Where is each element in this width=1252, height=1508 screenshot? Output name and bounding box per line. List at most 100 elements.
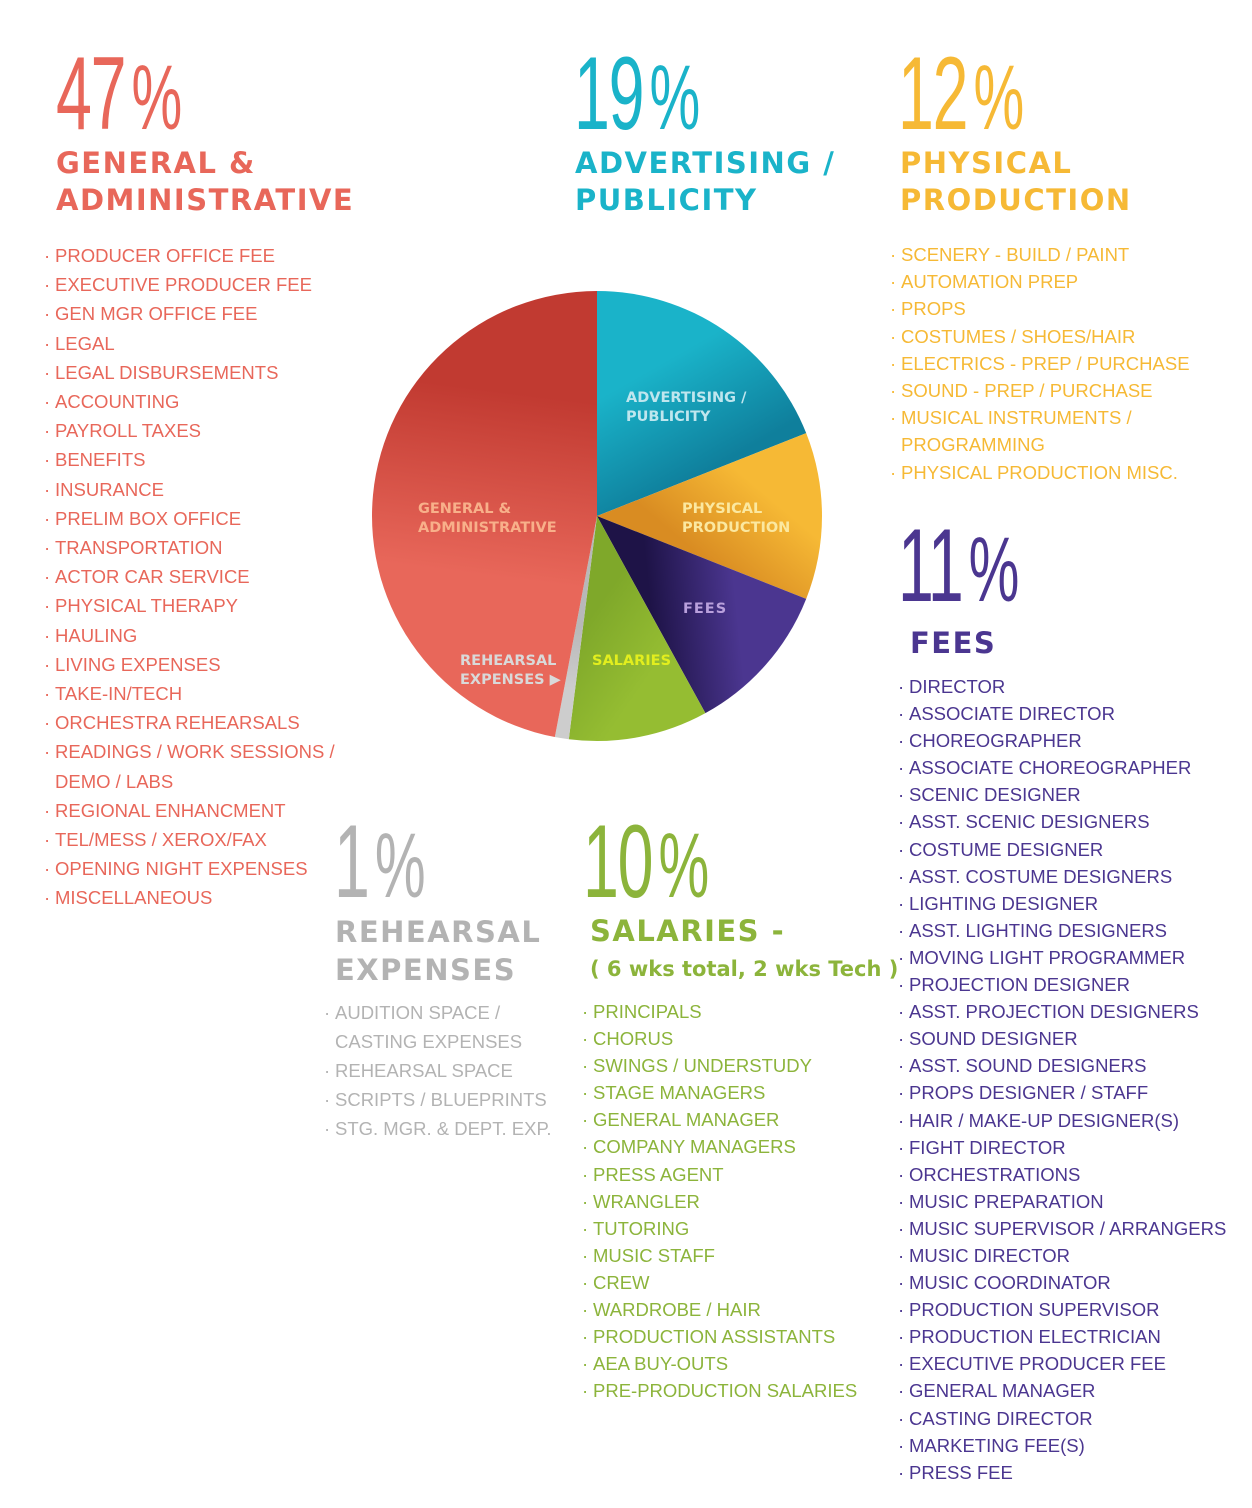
list-item: READINGS / WORK SESSIONS / DEMO / LABS	[44, 737, 335, 795]
sal-subtitle: ( 6 wks total, 2 wks Tech )	[590, 957, 899, 981]
list-item: ORCHESTRA REHEARSALS	[44, 708, 335, 737]
list-item: ORCHESTRATIONS	[898, 1161, 1226, 1188]
pie-label-physical: PHYSICAL PRODUCTION	[682, 501, 791, 536]
pie-slice-3	[597, 516, 807, 714]
reh-item-list: AUDITION SPACE / CASTING EXPENSESREHEARS…	[324, 998, 552, 1143]
list-item: AUDITION SPACE / CASTING EXPENSES	[324, 998, 552, 1056]
sal-title: SALARIES -	[590, 914, 786, 948]
list-item: MUSIC PREPARATION	[898, 1188, 1226, 1215]
pie-label-general: GENERAL & ADMINISTRATIVE	[418, 501, 557, 536]
reh-percent: 1%	[334, 804, 426, 920]
list-item: PRODUCER OFFICE FEE	[44, 241, 335, 270]
list-item: COSTUME DESIGNER	[898, 836, 1226, 863]
list-item: MUSIC DIRECTOR	[898, 1242, 1226, 1269]
list-item: MUSIC SUPERVISOR / ARRANGERS	[898, 1215, 1226, 1242]
pie-slice-1	[597, 291, 807, 516]
list-item: ELECTRICS - PREP / PURCHASE	[890, 350, 1190, 377]
list-item: PAYROLL TAXES	[44, 416, 335, 445]
list-item: CASTING DIRECTOR	[898, 1405, 1226, 1432]
list-item: OPENING NIGHT EXPENSES	[44, 854, 335, 883]
list-item: ASST. COSTUME DESIGNERS	[898, 863, 1226, 890]
pie-label-advertising: ADVERTISING / PUBLICITY	[626, 390, 747, 425]
list-item: PRESS AGENT	[582, 1161, 857, 1188]
list-item: PRODUCTION SUPERVISOR	[898, 1296, 1226, 1323]
list-item: ASST. SOUND DESIGNERS	[898, 1052, 1226, 1079]
list-item: PROPS	[890, 295, 1190, 322]
phys-percent: 12%	[898, 36, 1024, 152]
list-item: COSTUMES / SHOES/HAIR	[890, 323, 1190, 350]
list-item: PHYSICAL THERAPY	[44, 591, 335, 620]
list-item: CREW	[582, 1269, 857, 1296]
list-item: MUSIC STAFF	[582, 1242, 857, 1269]
list-item: GENERAL MANAGER	[898, 1377, 1226, 1404]
reh-title: REHEARSAL EXPENSES	[335, 915, 542, 987]
list-item: ASSOCIATE CHOREOGRAPHER	[898, 754, 1226, 781]
list-item: PRODUCTION ASSISTANTS	[582, 1323, 857, 1350]
list-item: PHYSICAL PRODUCTION MISC.	[890, 459, 1190, 486]
list-item: LIGHTING DESIGNER	[898, 890, 1226, 917]
adv-percent: 19%	[574, 36, 700, 152]
list-item: DIRECTOR	[898, 673, 1226, 700]
list-item: SCENIC DESIGNER	[898, 781, 1226, 808]
list-item: HAULING	[44, 621, 335, 650]
list-item: MUSICAL INSTRUMENTS / PROGRAMMING	[890, 404, 1190, 458]
phys-item-list: SCENERY - BUILD / PAINTAUTOMATION PREPPR…	[890, 241, 1190, 486]
pie-label-salaries: SALARIES	[592, 653, 672, 669]
list-item: STG. MGR. & DEPT. EXP.	[324, 1114, 552, 1143]
list-item: FIGHT DIRECTOR	[898, 1134, 1226, 1161]
list-item: REHEARSAL SPACE	[324, 1056, 552, 1085]
sal-item-list: PRINCIPALSCHORUSSWINGS / UNDERSTUDYSTAGE…	[582, 998, 857, 1405]
pie-label-rehearsal: REHEARSAL EXPENSES ▶	[460, 653, 561, 688]
list-item: ASST. LIGHTING DESIGNERS	[898, 917, 1226, 944]
list-item: REGIONAL ENHANCMENT	[44, 796, 335, 825]
list-item: ASST. PROJECTION DESIGNERS	[898, 998, 1226, 1025]
list-item: LEGAL	[44, 329, 335, 358]
list-item: SWINGS / UNDERSTUDY	[582, 1052, 857, 1079]
list-item: PRELIM BOX OFFICE	[44, 504, 335, 533]
list-item: SCENERY - BUILD / PAINT	[890, 241, 1190, 268]
list-item: GENERAL MANAGER	[582, 1106, 857, 1133]
phys-title: PHYSICAL PRODUCTION	[900, 146, 1132, 217]
list-item: PRODUCTION ELECTRICIAN	[898, 1323, 1226, 1350]
list-item: MUSIC COORDINATOR	[898, 1269, 1226, 1296]
list-item: WARDROBE / HAIR	[582, 1296, 857, 1323]
list-item: CHORUS	[582, 1025, 857, 1052]
list-item: ASST. SCENIC DESIGNERS	[898, 808, 1226, 835]
list-item: SOUND - PREP / PURCHASE	[890, 377, 1190, 404]
pie-slice-5	[554, 516, 597, 740]
list-item: CHOREOGRAPHER	[898, 727, 1226, 754]
list-item: AUTOMATION PREP	[890, 268, 1190, 295]
list-item: ACCOUNTING	[44, 387, 335, 416]
list-item: PRESS FEE	[898, 1459, 1226, 1486]
fees-title: FEES	[910, 626, 997, 660]
list-item: PROJECTION DESIGNER	[898, 971, 1226, 998]
list-item: TUTORING	[582, 1215, 857, 1242]
list-item: LIVING EXPENSES	[44, 650, 335, 679]
list-item: BENEFITS	[44, 445, 335, 474]
list-item: LEGAL DISBURSEMENTS	[44, 358, 335, 387]
list-item: MOVING LIGHT PROGRAMMER	[898, 944, 1226, 971]
list-item: EXECUTIVE PRODUCER FEE	[44, 270, 335, 299]
list-item: STAGE MANAGERS	[582, 1079, 857, 1106]
list-item: TAKE-IN/TECH	[44, 679, 335, 708]
list-item: SCRIPTS / BLUEPRINTS	[324, 1085, 552, 1114]
list-item: PROPS DESIGNER / STAFF	[898, 1079, 1226, 1106]
list-item: PRE-PRODUCTION SALARIES	[582, 1377, 857, 1404]
adv-title: ADVERTISING / PUBLICITY	[575, 146, 836, 217]
list-item: PRINCIPALS	[582, 998, 857, 1025]
ga-title: GENERAL & ADMINISTRATIVE	[56, 146, 355, 217]
list-item: SOUND DESIGNER	[898, 1025, 1226, 1052]
list-item: COMPANY MANAGERS	[582, 1133, 857, 1160]
list-item: INSURANCE	[44, 475, 335, 504]
list-item: ASSOCIATE DIRECTOR	[898, 700, 1226, 727]
list-item: WRANGLER	[582, 1188, 857, 1215]
list-item: ACTOR CAR SERVICE	[44, 562, 335, 591]
pie-slice-6	[372, 291, 597, 738]
list-item: TRANSPORTATION	[44, 533, 335, 562]
sal-percent: 10%	[583, 804, 709, 920]
pie-label-fees: FEES	[683, 601, 728, 617]
ga-percent: 47%	[56, 36, 182, 152]
ga-item-list: PRODUCER OFFICE FEEEXECUTIVE PRODUCER FE…	[44, 241, 335, 913]
